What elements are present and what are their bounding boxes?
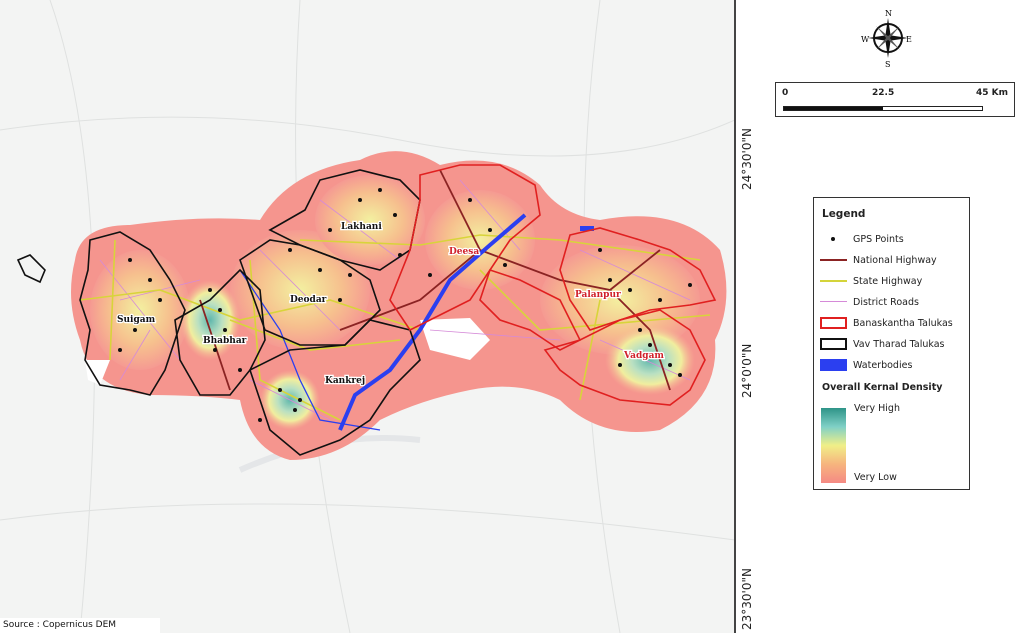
- density-high-label: Very High: [854, 403, 900, 414]
- taluka-label: Vadgam: [623, 351, 664, 361]
- gps-point: [628, 288, 632, 292]
- gps-point: [658, 298, 662, 302]
- waterbodies: [239, 213, 594, 431]
- gps-point: [618, 363, 622, 367]
- compass-s: S: [885, 60, 890, 68]
- gps-point: [378, 188, 382, 192]
- compass-e: E: [906, 35, 912, 44]
- legend-item-waterbodies: Waterbodies: [820, 358, 912, 372]
- gps-point: [288, 248, 292, 252]
- taluka-label: Kankrej: [325, 376, 365, 386]
- gps-point: [393, 213, 397, 217]
- gps-point: [258, 418, 262, 422]
- gps-point: [238, 368, 242, 372]
- gps-point: [678, 373, 682, 377]
- taluka-label: Deodar: [290, 295, 327, 305]
- gps-points: [118, 188, 692, 422]
- gps-point: [358, 198, 362, 202]
- legend: Legend GPS Points National Highway State…: [813, 197, 970, 490]
- scale-bar: 0 22.5 45 Km: [775, 82, 1015, 117]
- gps-point: [148, 278, 152, 282]
- legend-item-gps: GPS Points: [820, 232, 904, 246]
- taluka-labels: Suigam Bhabhar Deodar Lakhani Kankrej Deesa Pa…: [116, 221, 666, 388]
- scale-bar-graphic: [783, 106, 983, 111]
- gps-point: [118, 348, 122, 352]
- taluka-label: Suigam: [117, 315, 156, 325]
- gps-point: [398, 253, 402, 257]
- gps-point: [348, 273, 352, 277]
- gps-point: [638, 328, 642, 332]
- density-color-ramp: [821, 408, 846, 483]
- scale-label: 45 Km: [976, 88, 1009, 98]
- compass-w: W: [861, 35, 870, 44]
- gps-point: [468, 198, 472, 202]
- legend-item-banaskantha: Banaskantha Talukas: [820, 316, 953, 330]
- gps-point: [598, 248, 602, 252]
- taluka-label: Deesa: [449, 247, 479, 257]
- scale-label: 22.5: [872, 88, 895, 98]
- gps-point: [158, 298, 162, 302]
- latitude-label: 24°30'0"N: [740, 128, 754, 190]
- legend-item-district-roads: District Roads: [820, 295, 919, 309]
- latitude-label: 24°0'0"N: [740, 343, 754, 398]
- map-canvas[interactable]: Suigam Bhabhar Deodar Lakhani Kankrej Deesa Pa…: [0, 0, 736, 634]
- scale-label: 0: [782, 88, 789, 98]
- map-frame-line: [734, 0, 736, 633]
- gps-point: [338, 298, 342, 302]
- gps-point: [648, 343, 652, 347]
- taluka-label: Bhabhar: [203, 336, 247, 346]
- legend-item-national-highway: National Highway: [820, 253, 937, 267]
- gps-point: [293, 408, 297, 412]
- gps-point: [218, 308, 222, 312]
- gps-point: [318, 268, 322, 272]
- gps-point: [328, 228, 332, 232]
- gps-point: [488, 228, 492, 232]
- source-credit: Source : Copernicus DEM: [0, 618, 160, 633]
- taluka-label: Lakhani: [341, 222, 382, 232]
- taluka-label: Palanpur: [575, 290, 621, 300]
- national-highways: [199, 169, 671, 391]
- legend-item-state-highway: State Highway: [820, 274, 922, 288]
- gps-point: [688, 283, 692, 287]
- gps-point: [428, 273, 432, 277]
- gps-point: [128, 258, 132, 262]
- compass-n: N: [885, 9, 892, 18]
- gps-point: [608, 278, 612, 282]
- map-svg: Suigam Bhabhar Deodar Lakhani Kankrej Deesa Pa…: [0, 0, 736, 634]
- density-low-label: Very Low: [854, 472, 897, 483]
- legend-item-vav-tharad: Vav Tharad Talukas: [820, 337, 944, 351]
- state-highways: [79, 234, 711, 421]
- kernel-density-surface: [71, 151, 727, 460]
- gps-point: [208, 288, 212, 292]
- gps-point: [278, 388, 282, 392]
- gps-point: [298, 398, 302, 402]
- gps-point: [213, 348, 217, 352]
- density-title: Overall Kernal Density: [822, 382, 943, 393]
- legend-title: Legend: [822, 208, 866, 220]
- compass-rose-icon: N E S W: [858, 8, 918, 69]
- gps-point: [223, 328, 227, 332]
- gps-point: [133, 328, 137, 332]
- latitude-label: 23°30'0"N: [740, 568, 754, 630]
- uncovered-area: [85, 318, 490, 385]
- banaskantha-talukas: [389, 164, 717, 406]
- gps-point: [668, 363, 672, 367]
- gps-point: [503, 263, 507, 267]
